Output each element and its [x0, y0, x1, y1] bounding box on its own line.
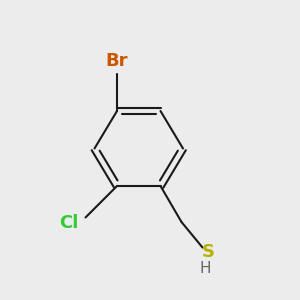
Text: H: H — [200, 261, 211, 276]
Text: Br: Br — [106, 52, 128, 70]
Text: Cl: Cl — [59, 214, 78, 232]
Text: S: S — [202, 243, 215, 261]
